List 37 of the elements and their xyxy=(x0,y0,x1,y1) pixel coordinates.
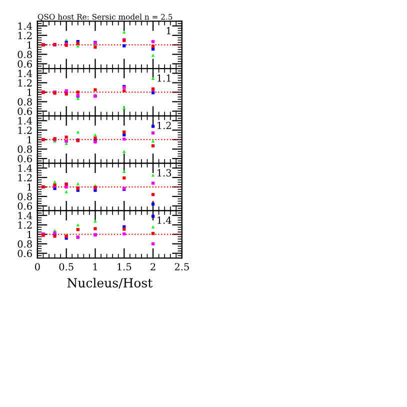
x-tick-label: 2.5 xyxy=(174,263,189,270)
y-tick-label: 1 xyxy=(28,230,32,238)
y-tick-label: 0.6 xyxy=(18,202,32,210)
y-tick-label: 1.2 xyxy=(18,126,32,134)
annotation: 1 xyxy=(166,27,170,34)
annotation: 1.2 xyxy=(158,122,171,130)
annotation: 1.4 xyxy=(158,216,172,224)
x-tick-label: 0 xyxy=(34,263,40,270)
y-tick-label: 1.4 xyxy=(18,117,32,124)
x-tick-label: 1 xyxy=(93,263,97,270)
annotation: 1.1 xyxy=(158,74,170,82)
y-tick-label: 1 xyxy=(28,41,32,49)
y-tick-label: 0.8 xyxy=(18,50,32,58)
y-tick-label: 1 xyxy=(28,136,32,144)
x-tick-label: 0.5 xyxy=(59,263,74,270)
y-tick-label: 1.4 xyxy=(18,164,32,172)
y-tick-label: 0.8 xyxy=(18,146,32,153)
y-tick-label: 1.2 xyxy=(18,221,32,229)
y-tick-label: 0.8 xyxy=(18,240,32,248)
y-tick-label: 1.2 xyxy=(18,79,32,87)
x-tick-label: 2 xyxy=(150,263,156,270)
y-tick-label: 0.6 xyxy=(18,60,32,68)
y-tick-label: 0.6 xyxy=(18,155,32,162)
y-tick-label: 1.2 xyxy=(18,32,32,40)
y-tick-label: 0.8 xyxy=(18,192,32,200)
x-axis-title: Nucleus/Host xyxy=(67,278,153,289)
annotation: 1.3 xyxy=(158,169,172,177)
y-tick-label: 0.8 xyxy=(18,98,32,106)
y-tick-label: 0.6 xyxy=(18,250,32,258)
y-tick-label: 0.6 xyxy=(18,108,32,116)
y-tick-label: 1.4 xyxy=(18,212,32,220)
y-tick-label: 1.4 xyxy=(18,70,32,78)
y-tick-label: 1.2 xyxy=(18,174,32,182)
y-tick-label: 1 xyxy=(28,183,32,191)
y-tick-label: 1 xyxy=(28,88,32,96)
y-tick-label: 1.4 xyxy=(18,22,32,30)
x-tick-label: 1.5 xyxy=(118,263,132,270)
